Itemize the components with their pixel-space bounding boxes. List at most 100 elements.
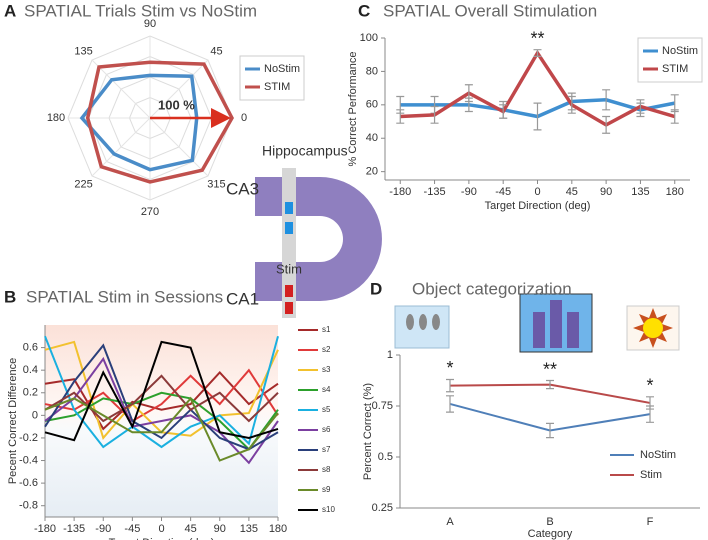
legend-label: s6 bbox=[322, 425, 331, 434]
y-axis-label: Percent Correct (%) bbox=[362, 383, 374, 480]
icon-shape bbox=[406, 314, 414, 330]
y-tick-label: 0.2 bbox=[23, 387, 38, 399]
x-axis-label: Target Direction (deg) bbox=[109, 537, 215, 540]
error-bar bbox=[396, 109, 405, 124]
x-tick-label: 180 bbox=[666, 186, 684, 198]
x-tick-label: -135 bbox=[63, 523, 85, 535]
x-tick-label: -135 bbox=[424, 186, 446, 198]
error-bar bbox=[446, 378, 454, 393]
y-axis-label: Pecent Correct Difference bbox=[7, 358, 19, 484]
icon-shape bbox=[643, 318, 663, 338]
electrode-site bbox=[285, 222, 293, 234]
angle-label: 0 bbox=[241, 112, 247, 124]
series-line bbox=[44, 370, 279, 431]
legend-label: s10 bbox=[322, 505, 335, 514]
radar-line bbox=[85, 60, 234, 184]
x-axis-label: Category bbox=[528, 528, 573, 540]
error-bar bbox=[636, 99, 645, 114]
series-line bbox=[44, 391, 279, 451]
y-tick-label: 80 bbox=[366, 65, 378, 77]
error-bar bbox=[533, 49, 542, 57]
x-tick-label: 45 bbox=[185, 523, 197, 535]
x-tick-label: -45 bbox=[124, 523, 140, 535]
x-tick-label: -90 bbox=[95, 523, 111, 535]
error-bar bbox=[430, 105, 439, 124]
angle-label: 270 bbox=[141, 206, 159, 218]
legend-label: s4 bbox=[322, 385, 331, 394]
x-tick-label: 45 bbox=[566, 186, 578, 198]
y-tick-label: 40 bbox=[366, 132, 378, 144]
hippocampus-diagram: Hippocampus CA3 Stim CA1 bbox=[226, 143, 382, 318]
x-tick-label: -180 bbox=[389, 186, 411, 198]
legend-label: STIM bbox=[662, 63, 688, 75]
angle-label: 225 bbox=[74, 178, 92, 190]
error-bar bbox=[533, 102, 542, 131]
electrode-site bbox=[285, 202, 293, 214]
x-tick-label: 0 bbox=[534, 186, 540, 198]
x-tick-label: 135 bbox=[240, 523, 258, 535]
radar-spoke bbox=[91, 59, 151, 119]
chart-title: SPATIAL Stim in Sessions bbox=[26, 287, 223, 306]
x-tick-label: 90 bbox=[214, 523, 226, 535]
angle-label: 315 bbox=[207, 178, 225, 190]
y-tick-label: 100 bbox=[360, 32, 378, 44]
y-tick-label: 1 bbox=[387, 349, 393, 361]
error-bar bbox=[602, 115, 611, 134]
region-label: CA3 bbox=[226, 179, 259, 198]
error-bar bbox=[446, 395, 454, 413]
series-line bbox=[44, 340, 279, 442]
icon-shape bbox=[550, 300, 562, 348]
panel-label: B bbox=[4, 287, 16, 306]
panel-label: D bbox=[370, 279, 382, 298]
y-tick-label: -0.8 bbox=[19, 500, 38, 512]
x-tick-label: 180 bbox=[269, 523, 287, 535]
y-tick-label: 0.5 bbox=[378, 451, 393, 463]
legend-label: s3 bbox=[322, 365, 331, 374]
y-axis-label: % Correct Performance bbox=[347, 52, 359, 167]
icon-shape bbox=[432, 314, 440, 330]
error-bar bbox=[464, 84, 473, 103]
x-tick-label: -180 bbox=[34, 523, 56, 535]
legend-label: NoStim bbox=[640, 449, 676, 461]
radar-spoke bbox=[149, 117, 209, 177]
y-tick-label: 60 bbox=[366, 99, 378, 111]
icon-shape bbox=[419, 314, 427, 330]
significance: ** bbox=[543, 359, 557, 379]
panel-label: A bbox=[4, 1, 16, 20]
error-bar bbox=[499, 104, 508, 119]
radar-spoke bbox=[149, 59, 209, 119]
stim-label: Stim bbox=[276, 261, 302, 276]
y-tick-label: 0 bbox=[32, 409, 38, 421]
panel-label: C bbox=[358, 1, 370, 20]
error-bar bbox=[670, 109, 679, 124]
x-axis-label: Target Direction (deg) bbox=[485, 200, 591, 212]
legend-label: s7 bbox=[322, 445, 331, 454]
radar-line bbox=[79, 73, 199, 172]
y-tick-label: 20 bbox=[366, 166, 378, 178]
x-tick-label: A bbox=[446, 516, 454, 528]
region-label: CA1 bbox=[226, 289, 259, 308]
legend-label: s1 bbox=[322, 325, 331, 334]
error-bar bbox=[646, 396, 654, 410]
y-tick-label: -0.2 bbox=[19, 432, 38, 444]
legend-label: STIM bbox=[264, 81, 290, 93]
y-tick-label: 0.4 bbox=[23, 364, 38, 376]
legend-label: NoStim bbox=[264, 63, 300, 75]
significance: * bbox=[446, 358, 453, 378]
error-bar bbox=[602, 89, 611, 111]
error-bar bbox=[546, 422, 554, 439]
y-tick-label: 0.25 bbox=[372, 502, 393, 514]
legend-label: s8 bbox=[322, 465, 331, 474]
error-bar bbox=[546, 379, 554, 390]
angle-label: 135 bbox=[74, 45, 92, 57]
y-tick-label: -0.6 bbox=[19, 477, 38, 489]
x-tick-label: 135 bbox=[631, 186, 649, 198]
legend-label: NoStim bbox=[662, 45, 698, 57]
legend-label: s9 bbox=[322, 485, 331, 494]
x-tick-label: B bbox=[546, 516, 553, 528]
legend-label: Stim bbox=[640, 469, 662, 481]
significance: ** bbox=[530, 28, 544, 48]
legend-box bbox=[239, 55, 305, 101]
error-bar bbox=[567, 95, 576, 114]
angle-label: 90 bbox=[144, 18, 156, 30]
